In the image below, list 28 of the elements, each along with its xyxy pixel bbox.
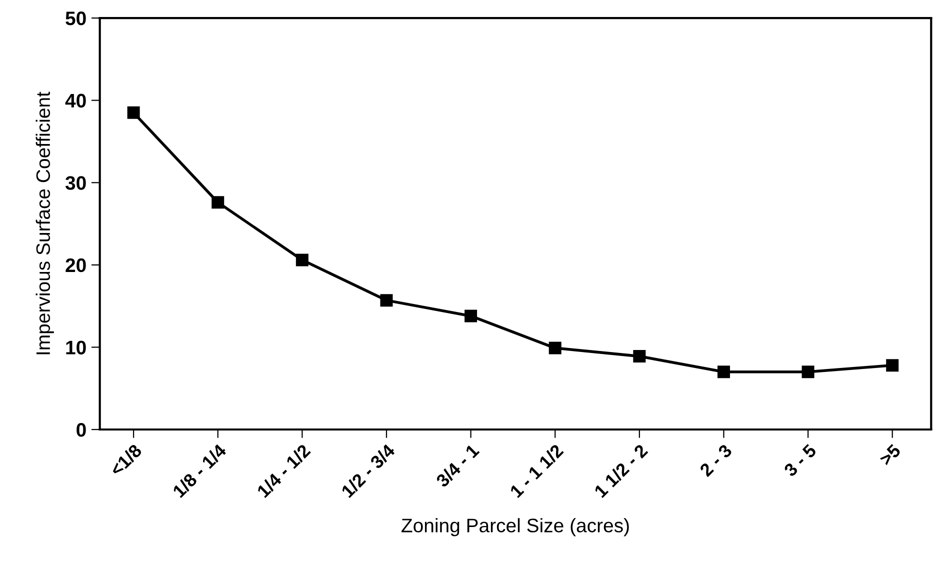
point (212, 196, 224, 209)
point (127, 106, 140, 119)
y-tick-label: 50 (66, 12, 86, 26)
point (380, 294, 393, 307)
point (548, 342, 562, 354)
x-tick-label: 1/8 - 1/4 (172, 442, 228, 498)
x-tick-label: 3/4 - 1 (434, 443, 480, 488)
point (802, 366, 814, 378)
x-tick-label: 1 - 1 1/2 (509, 443, 564, 498)
x-tick-label: 3 - 5 (783, 443, 818, 478)
x-tick-label: <1/8 (108, 443, 143, 477)
point (633, 350, 646, 363)
point (464, 310, 478, 322)
y-tick-label: 10 (66, 340, 86, 354)
y-tick-label: 40 (65, 94, 86, 108)
y-tick-label: 20 (66, 258, 86, 272)
point (296, 254, 308, 266)
y-tick-label: 0 (76, 422, 86, 437)
x-tick-label: 1/4 - 1/2 (256, 443, 312, 498)
x-tick-label: >5 (878, 444, 902, 466)
x-axis-title: Zoning Parcel Size (acres) (402, 518, 629, 536)
y-tick-label: 30 (65, 176, 86, 190)
point (886, 359, 899, 372)
y-axis-title: Impervious Surface Coefficient (36, 92, 54, 354)
x-tick-label: 2 - 3 (698, 444, 733, 478)
x-tick-label: 1 1/2 - 2 (593, 443, 648, 498)
x-tick-label: 1/2 - 3/4 (340, 442, 396, 498)
point (717, 366, 730, 378)
